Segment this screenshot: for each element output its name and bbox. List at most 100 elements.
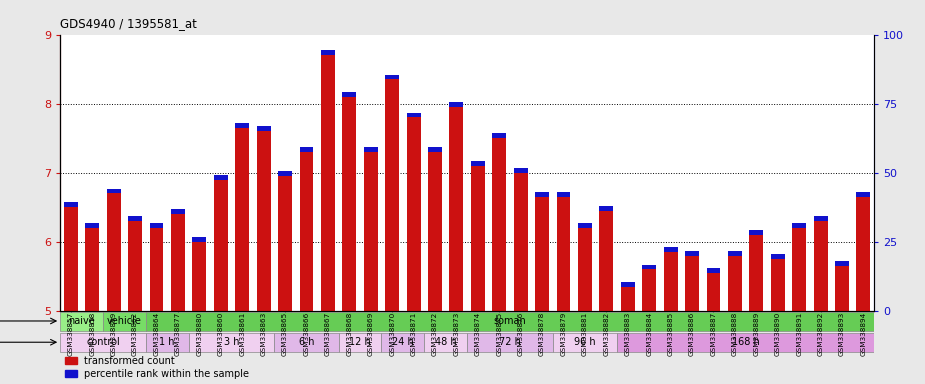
Bar [150,223,164,228]
Bar [64,207,78,311]
Text: 48 h: 48 h [435,337,457,347]
Legend: transformed count, percentile rank within the sample: transformed count, percentile rank withi… [65,356,250,379]
Bar [385,74,399,79]
Bar [214,180,228,311]
Bar [275,333,339,352]
Text: 72 h: 72 h [499,337,521,347]
Bar [663,252,678,311]
Bar [342,92,356,97]
Bar [256,126,271,131]
Bar [171,209,185,214]
Text: 1 h: 1 h [159,337,175,347]
Text: 96 h: 96 h [574,337,596,347]
Text: naive: naive [68,316,95,326]
Bar [685,251,699,255]
Bar [749,235,763,311]
Bar [492,138,506,311]
Bar [103,312,146,331]
Bar [471,161,485,166]
Bar [771,254,784,259]
Text: 24 h: 24 h [392,337,413,347]
Bar [146,333,189,352]
Bar [557,197,571,311]
Bar [129,216,142,221]
Bar [728,251,742,255]
Bar [64,202,78,207]
Text: control: control [86,337,120,347]
Bar [192,237,206,242]
Bar [60,333,146,352]
Bar [814,216,828,221]
Bar [342,97,356,311]
Bar [599,206,613,211]
Bar [278,171,292,176]
Text: 168 h: 168 h [732,337,759,347]
Bar [599,211,613,311]
Bar [792,228,806,311]
Bar [385,79,399,311]
Bar [85,223,99,228]
Bar [621,282,635,286]
Text: 12 h: 12 h [349,337,371,347]
Bar [146,312,874,331]
Bar [578,228,592,311]
Bar [235,123,249,128]
Bar [214,175,228,180]
Bar [381,333,425,352]
Bar [450,107,463,311]
Text: vehicle: vehicle [107,316,142,326]
Bar [106,189,120,194]
Bar [300,152,314,311]
Text: soman: soman [494,316,526,326]
Bar [707,273,721,311]
Text: 3 h: 3 h [224,337,240,347]
Bar [536,197,549,311]
Bar [425,333,467,352]
Bar [857,192,870,197]
Bar [536,192,549,197]
Bar [321,55,335,311]
Bar [513,173,527,311]
Bar [300,147,314,152]
Bar [428,147,442,152]
Bar [685,255,699,311]
Text: 6 h: 6 h [299,337,315,347]
Bar [814,221,828,311]
Bar [553,333,617,352]
Text: GDS4940 / 1395581_at: GDS4940 / 1395581_at [60,17,197,30]
Bar [642,265,656,269]
Bar [467,333,553,352]
Bar [364,147,377,152]
Bar [171,214,185,311]
Bar [60,312,103,331]
Bar [428,152,442,311]
Bar [835,266,849,311]
Bar [189,333,275,352]
Bar [450,102,463,107]
Bar [106,194,120,311]
Bar [129,221,142,311]
Bar [749,230,763,235]
Bar [771,259,784,311]
Bar [339,333,381,352]
Bar [407,113,421,118]
Bar [492,133,506,138]
Bar [642,269,656,311]
Bar [235,128,249,311]
Bar [192,242,206,311]
Bar [557,192,571,197]
Bar [85,228,99,311]
Bar [364,152,377,311]
Bar [278,176,292,311]
Bar [707,268,721,273]
Bar [621,286,635,311]
Bar [663,247,678,252]
Bar [256,131,271,311]
Bar [578,223,592,228]
Bar [150,228,164,311]
Bar [321,50,335,55]
Bar [792,223,806,228]
Bar [617,333,874,352]
Bar [471,166,485,311]
Bar [728,255,742,311]
